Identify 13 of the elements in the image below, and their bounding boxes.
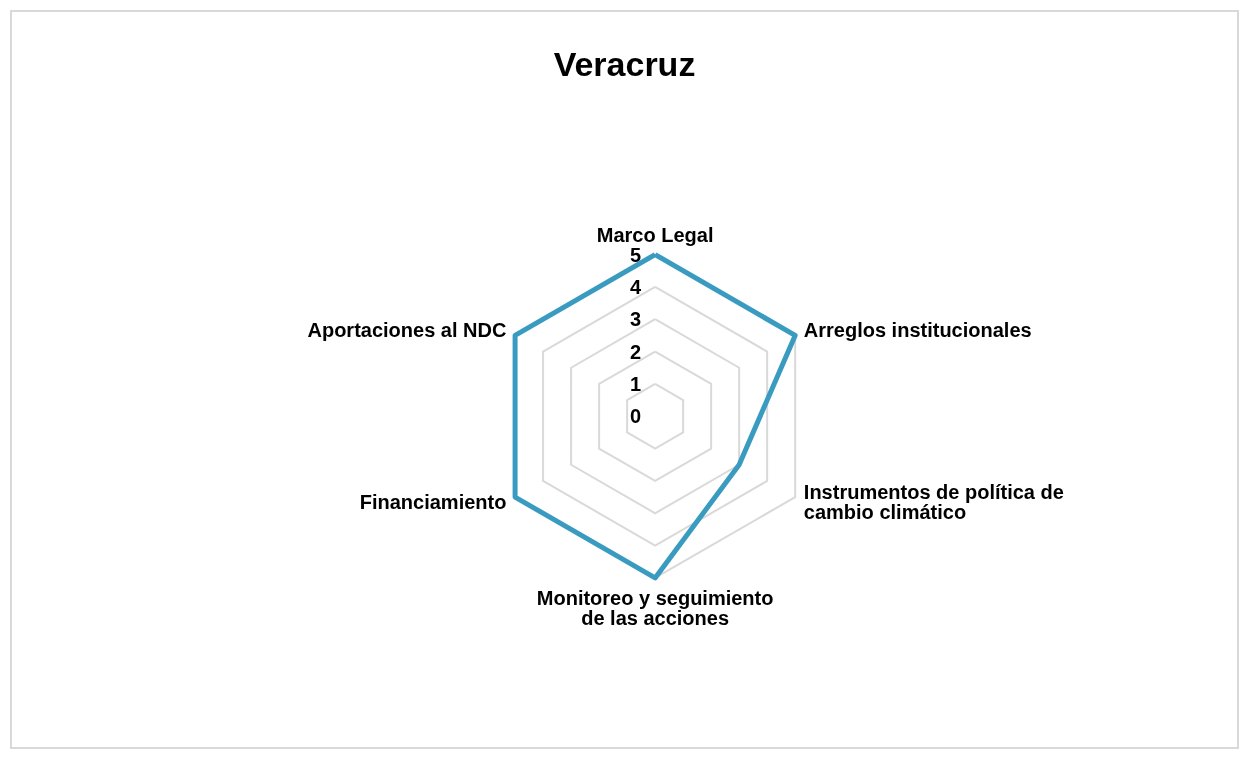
y-tick-label: 1 xyxy=(630,372,642,395)
chart-title: Veracruz xyxy=(553,45,696,83)
spoke-label: Financiamiento xyxy=(359,491,507,514)
spoke-label: Monitoreo y seguimiento de las acciones xyxy=(536,586,774,629)
spoke-label: Arreglos institucionales xyxy=(803,319,1032,342)
spoke-label: Marco Legal xyxy=(596,223,714,246)
y-tick-label: 5 xyxy=(630,243,642,266)
y-tick-label: 4 xyxy=(630,275,642,298)
spoke-label: Instrumentos de política de cambio climático xyxy=(803,481,1064,524)
y-tick-label: 3 xyxy=(630,308,642,331)
y-tick-label: 2 xyxy=(630,340,642,363)
spoke-label: Aportaciones al NDC xyxy=(307,319,507,342)
y-tick-label: 0 xyxy=(630,405,642,428)
